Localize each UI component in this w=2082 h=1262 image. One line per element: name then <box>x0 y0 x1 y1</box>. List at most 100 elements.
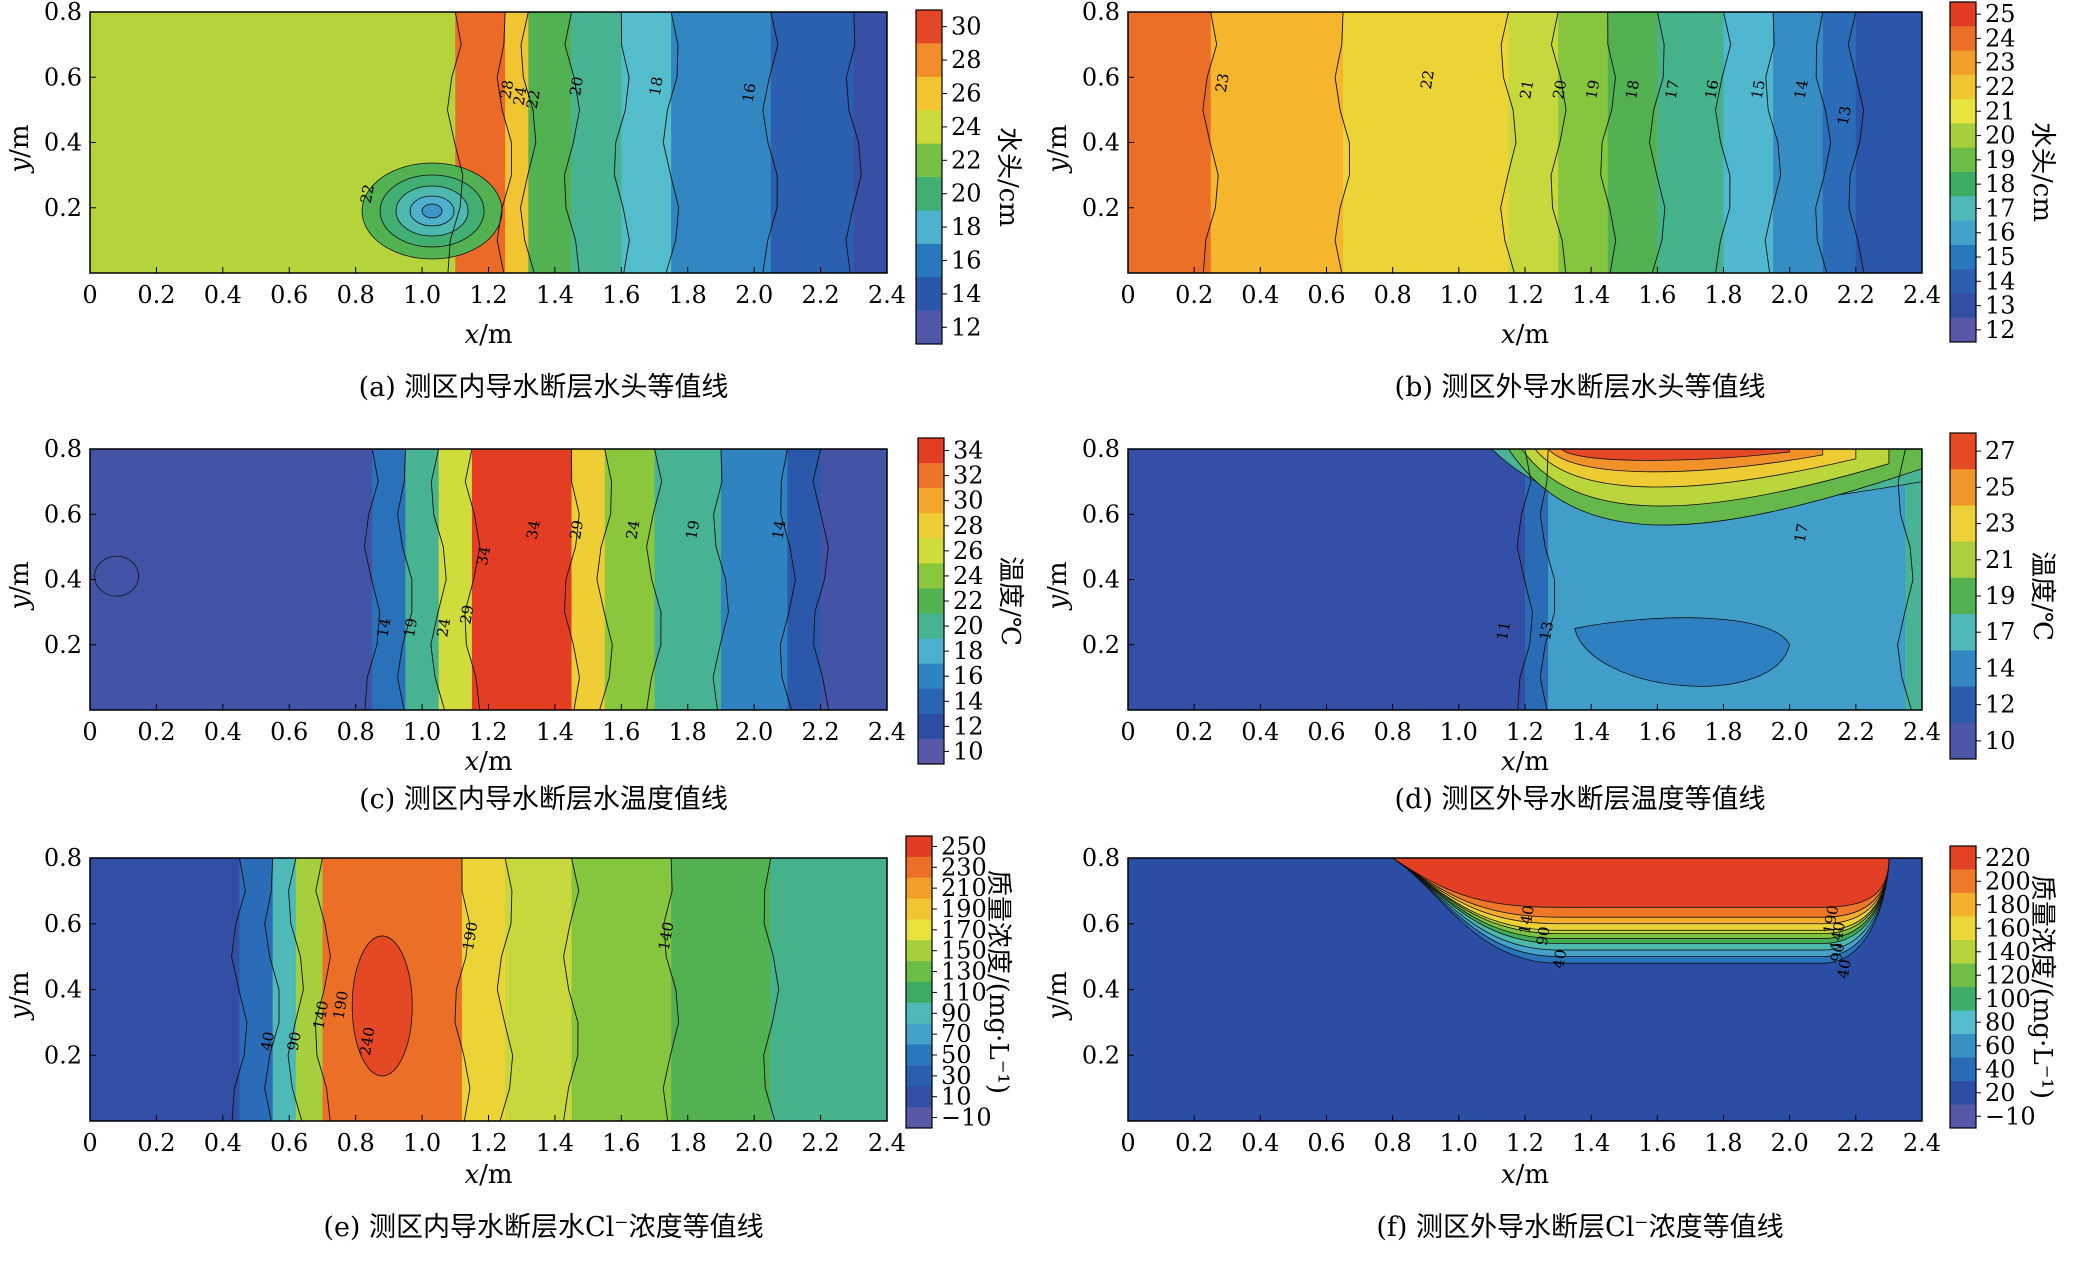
contour-label: 40 <box>1834 958 1855 980</box>
colorbar-tick-label: 14 <box>1985 654 2016 682</box>
colorbar-segment <box>918 538 944 564</box>
y-tick-label: 0.6 <box>1082 910 1120 938</box>
colorbar-tick-label: 130 <box>941 958 987 986</box>
colorbar-tick-label: 10 <box>953 737 984 765</box>
x-tick-label: 0.2 <box>137 718 175 746</box>
x-axis-var: x <box>1501 747 1516 777</box>
colorbar-segment <box>1950 172 1976 197</box>
colorbar-segment <box>918 638 944 665</box>
colorbar-segment <box>1950 317 1976 343</box>
colorbar-segment <box>1950 1010 1976 1035</box>
x-tick-label: 1.0 <box>403 281 441 309</box>
y-tick-label: 0.8 <box>44 0 82 26</box>
colorbar-segment <box>916 143 942 178</box>
colorbar-tick-label: 14 <box>953 687 984 715</box>
colorbar-tick-label: 14 <box>1985 267 2016 295</box>
value-band <box>295 858 323 1121</box>
contour-label: 19 <box>400 617 421 639</box>
x-tick-label: 2.4 <box>868 281 906 309</box>
colorbar-tick-label: 16 <box>1985 219 2016 247</box>
colorbar-tick-label: 16 <box>951 247 982 275</box>
x-tick-label: 0.6 <box>270 1129 308 1157</box>
colorbar-tick-label: 210 <box>941 874 987 902</box>
contour-label: 18 <box>646 75 667 97</box>
colorbar-tick-label: 30 <box>941 1062 972 1090</box>
x-tick-label: 1.8 <box>669 1129 707 1157</box>
contour-line <box>1600 11 1617 274</box>
x-axis-label: x/m <box>1501 747 1549 777</box>
colorbar-segment <box>918 463 944 489</box>
x-tick-label: 2.0 <box>1771 718 1809 746</box>
colorbar-segment <box>1950 2 1976 27</box>
x-tick-label: 2.4 <box>868 718 906 746</box>
colorbar-tick-label: 140 <box>1985 938 2031 966</box>
y-axis-var: y <box>5 595 35 611</box>
colorbar-tick-label: 150 <box>941 937 987 965</box>
colorbar-segment <box>916 277 942 312</box>
x-tick-label: 0.6 <box>1307 281 1345 309</box>
y-tick-label: 0.4 <box>1082 976 1120 1004</box>
colorbar-segment <box>1950 722 1976 760</box>
value-band <box>654 449 722 710</box>
x-tick-label: 1.4 <box>1572 281 1610 309</box>
colorbar-segment <box>1950 963 1976 988</box>
x-tick-label: 2.0 <box>1771 1129 1809 1157</box>
colorbar-tick-label: 21 <box>1985 97 2016 125</box>
value-band <box>1607 12 1658 273</box>
x-axis-unit: /m <box>479 1160 512 1190</box>
colorbar-tick-label: 34 <box>953 437 984 465</box>
value-band <box>1558 12 1609 273</box>
x-tick-label: 0.6 <box>270 281 308 309</box>
value-band <box>770 12 855 273</box>
x-tick-label: 0 <box>1120 718 1135 746</box>
contour-label: 34 <box>473 545 494 567</box>
colorbar-tick-label: 10 <box>941 1083 972 1111</box>
colorbar-tick-label: 12 <box>953 712 984 740</box>
x-tick-label: 1.6 <box>602 718 640 746</box>
contour-line <box>845 11 862 274</box>
contour-line <box>397 448 413 711</box>
contour-label: 40 <box>257 1030 278 1052</box>
colorbar-segment <box>918 438 944 464</box>
panel-caption: (d) 测区外导水断层温度等值线 <box>1395 784 1766 815</box>
cool-region <box>1574 617 1791 687</box>
contour-label: 140 <box>655 920 678 951</box>
colorbar-segment <box>1950 614 1976 651</box>
colorbar-segment <box>1950 147 1976 173</box>
colorbar-segment <box>1950 577 1976 615</box>
colorbar-segment <box>1950 1104 1976 1129</box>
contour-label: 13 <box>1536 620 1557 642</box>
colorbar-segment <box>1950 505 1976 543</box>
x-tick-label: 0.8 <box>337 281 375 309</box>
value-band <box>671 858 772 1121</box>
contour-line <box>712 448 729 711</box>
contour-label: 190 <box>329 989 352 1020</box>
colorbar-tick-label: 12 <box>951 313 982 341</box>
y-tick-label: 0.6 <box>44 500 82 528</box>
colorbar-tick-label: 17 <box>1985 194 2016 222</box>
y-axis-unit: /m <box>1043 124 1073 157</box>
y-axis-var: y <box>5 158 35 174</box>
colorbar-segment <box>906 1086 932 1108</box>
contour-label: 34 <box>523 519 544 541</box>
x-axis-var: x <box>464 747 479 777</box>
colorbar-tick-label: 20 <box>1985 122 2016 150</box>
colorbar-tick-label: 110 <box>941 978 987 1006</box>
colorbar-tick-label: 24 <box>953 562 984 590</box>
colorbar-label: 质量浓度/(mg·L⁻¹) <box>983 870 1013 1094</box>
y-tick-label: 0.2 <box>44 1041 82 1069</box>
y-tick-label: 0.8 <box>1082 435 1120 463</box>
value-band <box>461 858 506 1121</box>
colorbar-tick-label: 30 <box>951 13 982 41</box>
x-tick-label: 0 <box>1120 281 1135 309</box>
colorbar-tick-label: 190 <box>941 895 987 923</box>
colorbar-segment <box>1950 469 1976 506</box>
colorbar-segment <box>916 310 942 345</box>
x-tick-label: 0 <box>82 1129 97 1157</box>
x-tick-label: 2.2 <box>801 1129 839 1157</box>
x-tick-label: 0.8 <box>1374 281 1412 309</box>
contour-line <box>779 448 796 711</box>
warm-region <box>1560 448 1791 461</box>
contour-line <box>446 11 464 274</box>
colorbar-segment <box>1950 50 1976 76</box>
